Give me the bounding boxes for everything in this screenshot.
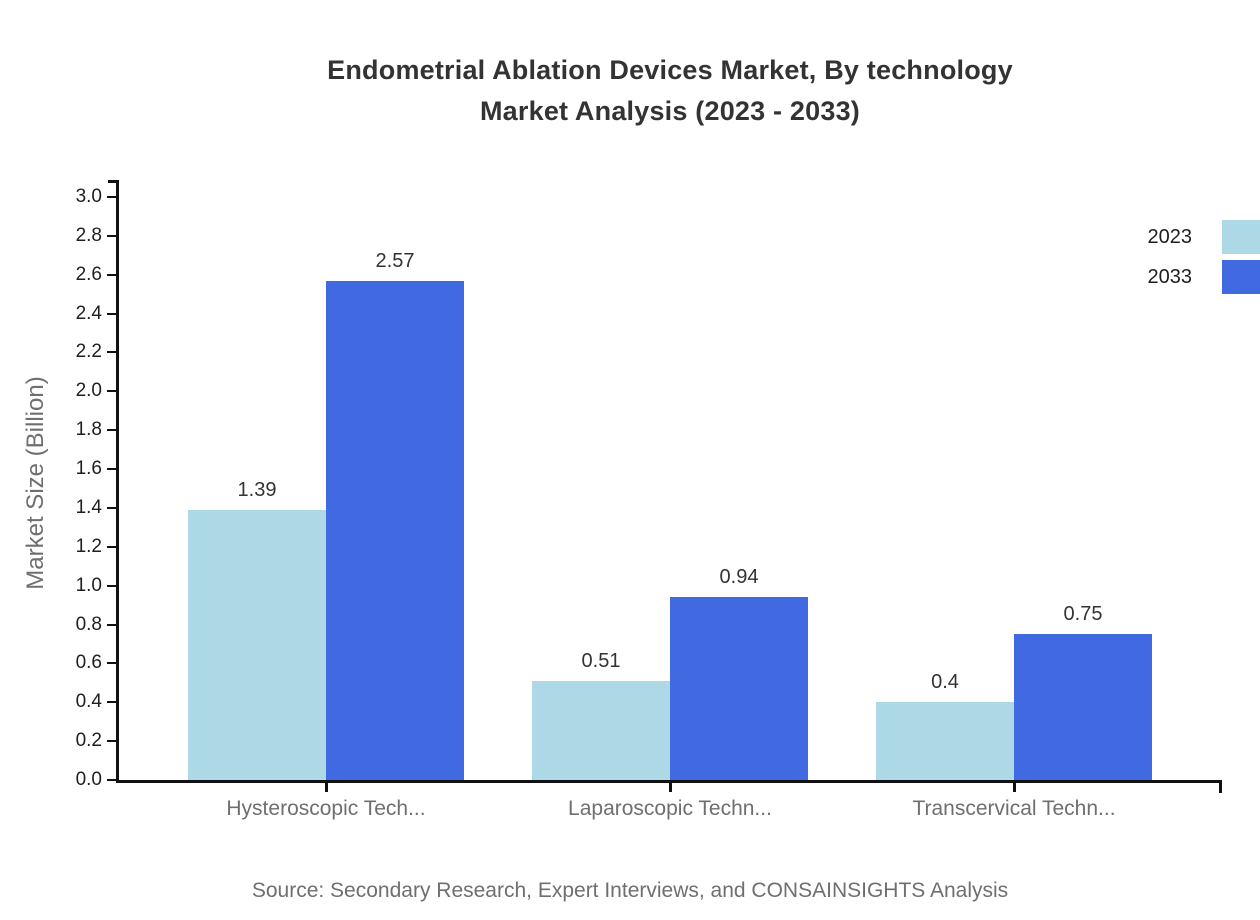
y-tick-mark	[107, 273, 118, 276]
bar-2023-2	[532, 680, 670, 780]
x-category-label: Laparoscopic Techn...	[568, 797, 772, 820]
bar-2023-3	[876, 702, 1014, 780]
y-tick-label: 0.6	[75, 652, 102, 674]
y-tick-label: 1.0	[75, 574, 102, 596]
x-tick-mark	[325, 780, 328, 792]
y-tick-mark	[107, 662, 118, 665]
bar-value-label: 1.39	[237, 478, 277, 501]
y-tick-label: 1.2	[75, 535, 102, 557]
y-axis-line	[116, 180, 119, 783]
y-tick-mark	[107, 779, 118, 781]
x-category-label: Hysteroscopic Tech...	[226, 797, 426, 820]
y-tick-label: 0.4	[75, 691, 102, 713]
y-tick-label: 1.8	[75, 419, 102, 441]
y-tick-mark	[107, 701, 118, 704]
y-axis-end-tick	[108, 180, 119, 183]
y-tick-label: 2.0	[75, 380, 102, 402]
x-axis-end-tick	[1219, 780, 1222, 793]
legend-swatch	[1222, 260, 1260, 294]
y-tick-mark	[107, 468, 118, 471]
source-note: Source: Secondary Research, Expert Inter…	[251, 879, 1009, 902]
y-tick-label: 1.4	[75, 496, 102, 518]
x-tick-mark	[669, 780, 672, 792]
chart-title-line2: Market Analysis (2023 - 2033)	[479, 96, 860, 126]
y-tick-label: 2.8	[75, 224, 102, 246]
y-tick-label: 1.6	[75, 458, 102, 480]
bar-value-label: 0.94	[719, 566, 759, 589]
legend-label: 2023	[1147, 226, 1193, 248]
legend-label: 2033	[1147, 266, 1193, 288]
bar-value-label: 0.75	[1063, 603, 1103, 626]
bar-value-label: 0.51	[581, 649, 621, 672]
y-tick-mark	[107, 196, 118, 198]
legend-swatch	[1222, 220, 1260, 254]
y-tick-label: 3.0	[75, 186, 102, 207]
y-tick-label: 2.4	[75, 302, 102, 324]
y-tick-mark	[107, 584, 118, 587]
y-tick-label: 0.2	[75, 730, 102, 752]
y-tick-mark	[107, 545, 118, 548]
y-tick-label: 2.6	[75, 263, 102, 285]
y-tick-mark	[107, 312, 118, 315]
y-tick-label: 0.8	[75, 613, 102, 635]
y-tick-mark	[107, 623, 118, 626]
y-tick-mark	[107, 234, 118, 237]
bar-2023-1	[188, 509, 326, 780]
chart-title: Endometrial Ablation Devices Market, By …	[118, 50, 1222, 132]
bar-value-label: 2.57	[375, 249, 415, 272]
y-tick-mark	[107, 506, 118, 509]
y-tick-label: 0.0	[75, 769, 102, 790]
y-tick-mark	[107, 390, 118, 393]
chart-title-line1: Endometrial Ablation Devices Market, By …	[327, 55, 1013, 85]
y-tick-mark	[107, 429, 118, 432]
y-tick-mark	[107, 740, 118, 743]
bar-2033-1	[326, 280, 464, 780]
bar-2033-3	[1014, 634, 1152, 780]
x-tick-mark	[1013, 780, 1016, 792]
y-tick-mark	[107, 351, 118, 354]
y-tick-label: 2.2	[75, 341, 102, 363]
bar-value-label: 0.4	[931, 671, 959, 694]
x-category-label: Transcervical Techn...	[912, 797, 1116, 820]
bar-2033-2	[670, 597, 808, 780]
